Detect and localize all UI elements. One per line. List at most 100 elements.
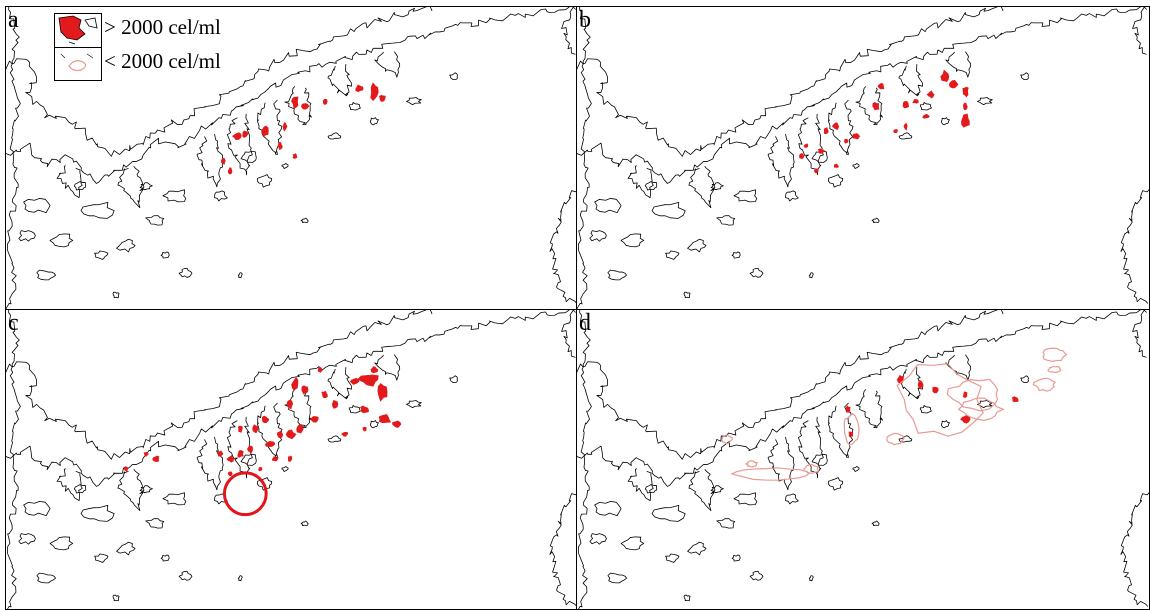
island-outline [369,117,379,126]
map-panel-b: b [576,6,1150,310]
island-outline [300,217,309,223]
high-density-patch [123,466,129,472]
island-outline [665,553,680,563]
high-density-patch [227,167,233,175]
map-panel-d: d [576,309,1150,610]
island-outline [145,215,165,226]
island-outline [256,174,273,188]
map-canvas-d [577,310,1149,609]
island-outline [214,190,228,202]
island-outline [710,182,724,191]
high-density-patch [926,90,935,99]
island-outline [449,375,458,384]
coastline-group [6,7,576,309]
peninsula-outline [898,64,923,97]
low-density-patch [803,464,820,474]
low-density-patch [896,363,984,437]
island-outline [23,501,51,517]
high-density-patch [287,455,293,462]
west-coastline [6,310,21,609]
high-density-patch [237,450,244,458]
high-density-patch [848,431,854,437]
peninsula-outline [945,354,972,381]
island-outline [18,533,36,545]
island-outline [651,202,686,219]
island-outline [327,132,342,140]
high-density-patch [217,450,224,457]
panel-label-a: a [8,7,19,33]
map-panel-c: c [5,309,577,610]
high-density-patch [961,113,970,128]
island-outline [594,198,622,214]
island-outline [369,420,379,429]
west-coastline [6,7,21,309]
island-outline [785,190,799,202]
island-outline [237,575,243,582]
island-outline [977,400,993,409]
island-outline [620,233,645,248]
high-density-patch [912,98,919,104]
island-outline [116,541,136,556]
high-density-patch [261,415,270,424]
high-density-patch [276,430,284,439]
high-density-patch [377,382,388,402]
island-outline [1020,375,1029,384]
island-outline [589,533,607,545]
high-density-patch [237,425,243,433]
peninsula-outline [374,51,401,78]
high-density-patch [349,377,360,385]
island-outline [749,570,764,581]
island-outline [139,182,153,191]
map-canvas-b [577,7,1149,309]
high-density-patch [817,148,826,154]
high-density-patch [247,445,253,454]
high-density-patch [877,82,885,90]
island-outline [116,238,136,253]
peninsula-outline [828,402,854,458]
high-density-patch [227,471,233,477]
peninsula-outline [688,468,716,512]
high-density-patch [940,69,950,83]
island-outline [80,202,115,219]
island-outline [36,572,56,584]
island-outline [256,477,273,491]
island-outline [808,272,814,279]
peninsula-outline [327,367,352,400]
island-outline [898,435,913,443]
high-density-patch [932,386,939,394]
legend-high-swatch [58,15,86,41]
island-outline [36,269,56,281]
island-outline [449,72,458,81]
high-density-patch [321,390,328,399]
high-density-patch [226,454,234,463]
map-panel-a: a > 2000 cel/ml < 2000 cel/ml [5,6,577,310]
island-outline [406,97,422,106]
peninsula-outline [117,165,145,209]
island-outline [80,504,115,522]
coastline-group [577,310,1149,609]
high-density-patch [291,96,299,109]
mainland-coastline [577,7,1147,184]
island-outline [749,267,764,278]
inlet-coastline [577,7,1004,157]
peninsula-outline [828,99,854,155]
high-density-patch [903,122,908,131]
legend-low-label: < 2000 cel/ml [104,49,221,73]
island-outline [644,484,658,494]
peninsula-outline [945,51,972,78]
high-density-patch [231,132,242,141]
island-outline [644,181,658,191]
island-outline [112,594,120,602]
northeast-coastline [561,7,576,55]
high-density-patch [220,157,226,166]
peninsula-outline [257,99,283,155]
high-density-patch [360,405,369,414]
island-outline [710,485,724,494]
peninsula-outline [627,468,654,502]
low-density-patch [957,397,1005,421]
peninsula-outline [797,416,824,479]
island-outline [1020,72,1029,81]
inlet-coastline [577,310,1004,460]
east-coastline [1120,189,1149,304]
island-outline [940,420,950,429]
